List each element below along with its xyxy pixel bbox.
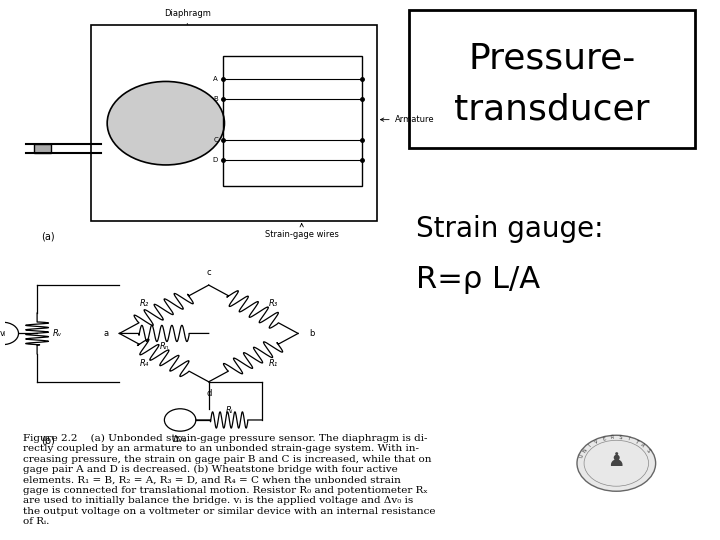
Text: Strain-gage wires: Strain-gage wires [265, 224, 338, 239]
Circle shape [164, 409, 196, 431]
Text: S: S [618, 435, 622, 440]
Text: Rᵥ: Rᵥ [53, 329, 62, 338]
Text: E: E [602, 436, 606, 442]
Text: R₃: R₃ [269, 299, 278, 308]
Bar [223, 56, 362, 186]
Text: A: A [213, 76, 218, 82]
Text: R₄: R₄ [140, 359, 148, 368]
Text: I: I [627, 436, 630, 442]
Text: Pressure-: Pressure- [468, 42, 636, 76]
Circle shape [0, 322, 19, 345]
Text: R: R [610, 435, 614, 440]
Text: R=ρ L/A: R=ρ L/A [416, 266, 540, 294]
FancyBboxPatch shape [409, 10, 695, 147]
Text: (a): (a) [40, 232, 54, 241]
Bar [34, 144, 51, 153]
Text: T: T [634, 439, 639, 444]
Text: b: b [309, 329, 314, 338]
Text: d: d [206, 389, 212, 399]
Text: A: A [639, 442, 645, 448]
Text: ♟: ♟ [608, 451, 625, 470]
Text: D: D [213, 157, 218, 164]
Text: vᵢ: vᵢ [0, 329, 6, 338]
Text: a: a [104, 329, 109, 338]
Text: N: N [582, 447, 588, 453]
Text: V: V [594, 438, 599, 444]
Bar [91, 25, 377, 221]
Text: Rᵢ: Rᵢ [225, 406, 233, 415]
Text: B: B [213, 96, 218, 102]
Text: R₁: R₁ [269, 359, 278, 368]
Text: Strain gauge:: Strain gauge: [416, 215, 603, 243]
Text: S: S [644, 448, 650, 453]
Text: I: I [588, 443, 593, 448]
Text: Δv₀: Δv₀ [173, 435, 187, 444]
Text: U: U [579, 453, 585, 458]
Text: Rₙ: Rₙ [159, 342, 168, 350]
Text: Armature: Armature [380, 115, 434, 124]
Text: transducer: transducer [454, 92, 649, 126]
Text: (b): (b) [40, 435, 55, 445]
Circle shape [107, 82, 225, 165]
Text: C: C [213, 137, 218, 143]
Text: c: c [207, 268, 211, 278]
Circle shape [577, 435, 656, 491]
Text: Diaphragm: Diaphragm [164, 9, 211, 24]
Text: R₂: R₂ [140, 299, 148, 308]
Text: Figure 2.2    (a) Unbonded strain-gage pressure sensor. The diaphragm is di-
rec: Figure 2.2 (a) Unbonded strain-gage pres… [23, 434, 436, 526]
